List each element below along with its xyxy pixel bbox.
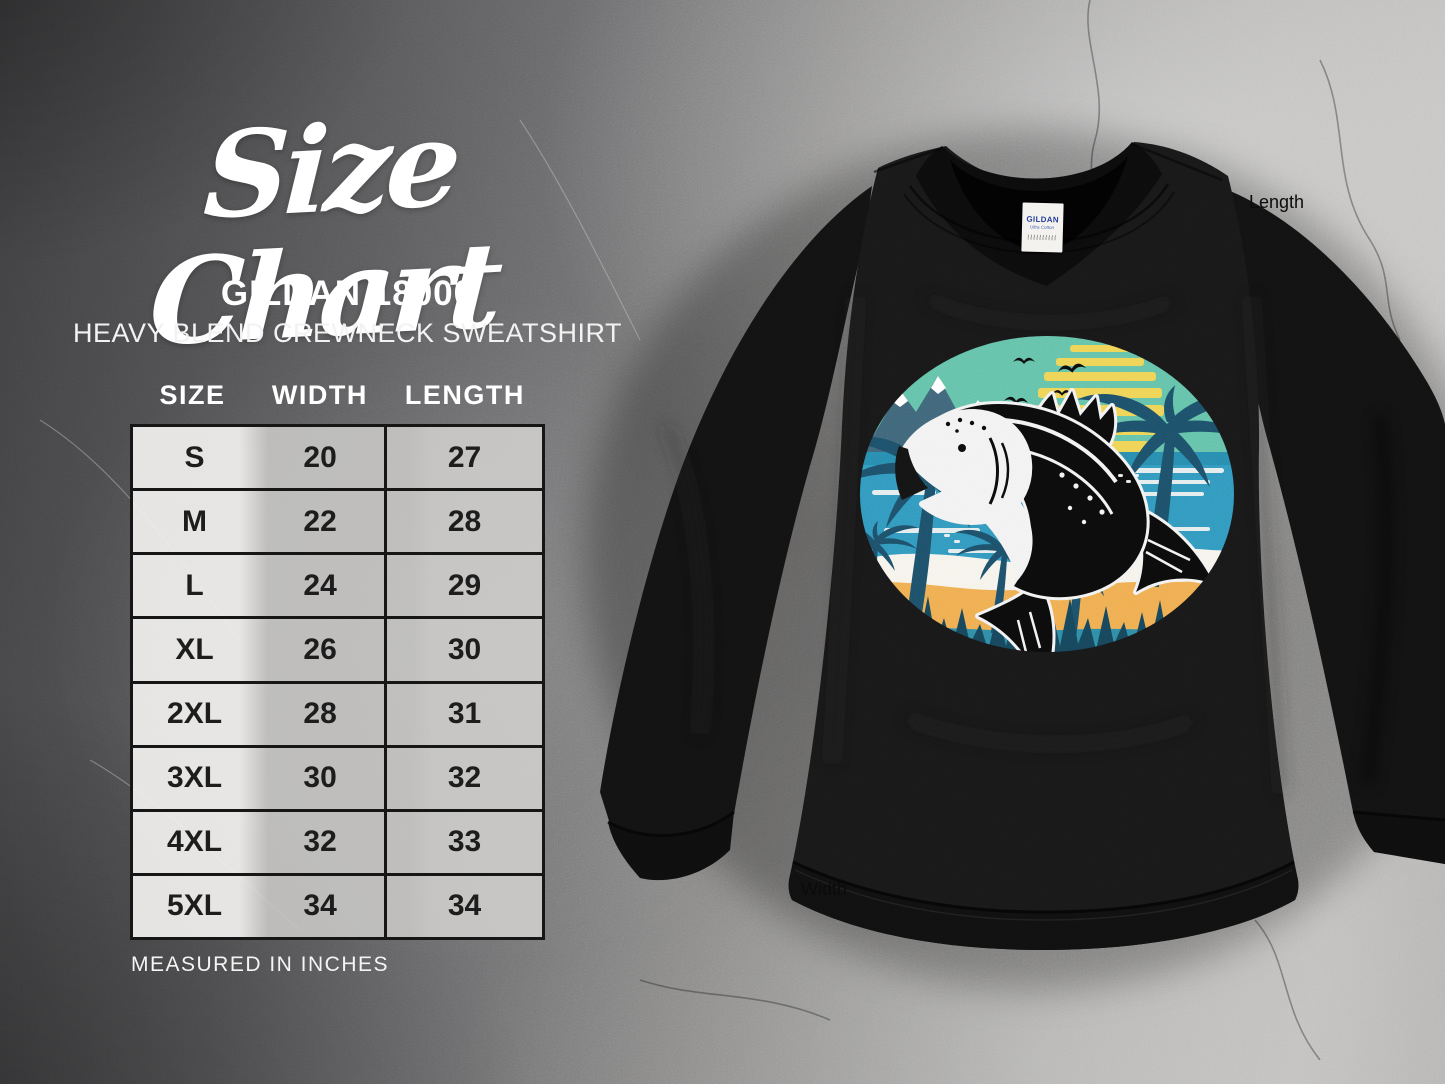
size-cell: M (182, 504, 208, 538)
size-cell: S (184, 440, 205, 474)
table-row: 5XL 34 34 (133, 875, 542, 937)
neck-tag-fineprint (1027, 234, 1057, 241)
length-cell: 29 (384, 555, 542, 617)
table-row: S 20 27 (133, 427, 542, 492)
length-cell: 33 (384, 811, 542, 873)
product-code: GILDAN 18000 (220, 274, 475, 313)
size-cell: L (185, 568, 204, 602)
table-row: 3XL 30 32 (133, 747, 542, 812)
width-cell: 28 (303, 697, 337, 731)
width-cell: 26 (303, 632, 337, 666)
length-cell: 27 (384, 427, 542, 489)
col-header-size: SIZE (159, 379, 226, 410)
size-cell: XL (175, 632, 214, 666)
size-table: S 20 27 M 22 28 L 24 29 XL 26 30 2XL 28 … (130, 424, 545, 940)
size-table-header: SIZE WIDTH LENGTH (130, 378, 545, 412)
width-cell: 34 (303, 889, 337, 923)
neck-tag-brand: GILDAN (1026, 214, 1060, 225)
width-cell: 24 (303, 568, 337, 602)
width-cell: 22 (303, 504, 337, 538)
width-cell: 30 (303, 761, 337, 795)
product-name: HEAVY BLEND CREWNECK SWEATSHIRT (72, 318, 623, 348)
neck-tag-subtext: Ultra Cotton (1030, 225, 1055, 231)
col-header-width: WIDTH (271, 379, 368, 410)
col-header-length: LENGTH (404, 379, 525, 410)
table-row: 4XL 32 33 (133, 811, 542, 876)
size-cell: 3XL (167, 761, 223, 795)
length-dimension-label: Length (1249, 192, 1305, 212)
table-row: M 22 28 (133, 491, 542, 556)
length-cell: 28 (384, 491, 542, 553)
table-row: 2XL 28 31 (133, 683, 542, 748)
table-row: L 24 29 (133, 555, 542, 620)
table-row: XL 26 30 (133, 619, 542, 684)
size-cell: 4XL (167, 825, 223, 859)
width-cell: 32 (303, 825, 337, 859)
width-dimension-label: Width (801, 879, 848, 899)
measurement-note: MEASURED IN INCHES (131, 953, 390, 976)
width-cell: 20 (303, 440, 337, 474)
length-cell: 32 (384, 747, 542, 809)
length-cell: 30 (384, 619, 542, 681)
length-cell: 34 (384, 875, 542, 937)
size-cell: 2XL (167, 697, 223, 731)
neck-tag: GILDAN Ultra Cotton (1021, 202, 1064, 253)
size-cell: 5XL (167, 889, 223, 923)
length-cell: 31 (384, 683, 542, 745)
